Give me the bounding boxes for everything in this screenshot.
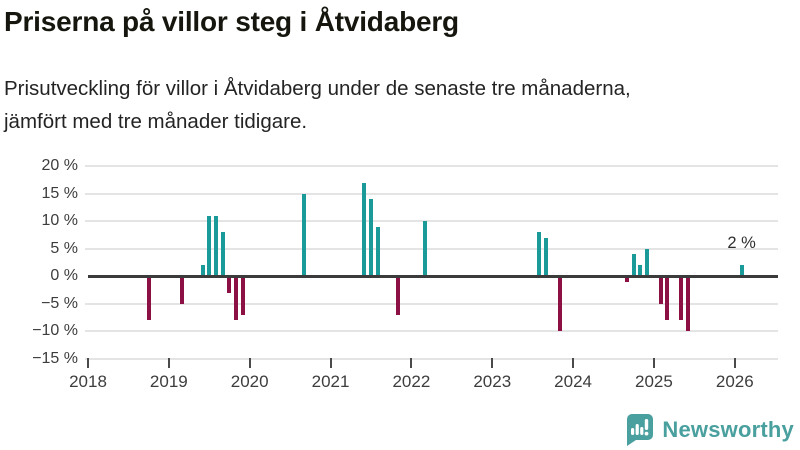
bar-negative [685,276,690,331]
bar-negative [625,276,629,282]
bar-negative [557,276,562,331]
bar-positive [368,199,373,276]
y-axis-tick-label: 0 % [50,267,78,284]
x-axis-year-label: 2021 [311,372,350,391]
x-axis-tick [87,358,89,368]
bar-positive [422,221,427,276]
page-title: Priserna på villor steg i Åtvidaberg [4,6,459,37]
y-gridline [85,165,778,167]
y-axis-tick-label: −5 % [41,294,78,312]
bar-positive [544,237,549,276]
bar-positive [200,265,205,276]
x-axis-tick [410,358,413,368]
y-axis-tick-label: 15 % [41,184,78,202]
bar-positive [631,254,636,276]
zero-axis-line [88,274,778,278]
bar-negative [240,276,245,315]
y-gridline [85,220,778,222]
bar-positive [207,215,212,276]
x-axis-tick [572,358,575,368]
bar-positive [301,193,306,276]
x-axis-year-label: 2022 [392,372,431,391]
latest-value-label: 2 % [727,234,756,252]
bar-positive [739,265,744,276]
bar-negative [227,276,232,293]
bar-positive [375,226,380,276]
y-axis-tick-label: −15 % [32,349,78,367]
y-axis-tick-label: 10 % [41,212,78,229]
x-axis-tick [652,358,655,368]
bar-positive [645,248,650,276]
newsworthy-logo: Newsworthy [624,413,794,446]
y-axis-tick-label: −10 % [32,322,78,339]
chart-subtitle: Prisutveckling för villor i Åtvidaberg u… [4,77,631,133]
bar-positive [362,182,367,276]
x-axis-tick [248,358,251,368]
x-axis-year-label: 2023 [473,372,512,391]
bar-negative [658,276,663,304]
newsworthy-icon [627,414,654,446]
y-gridline [85,247,778,250]
x-axis-year-label: 2026 [715,372,754,391]
bar-negative [180,276,185,304]
x-axis-tick [491,358,494,368]
x-axis-year-label: 2019 [149,372,188,391]
y-axis-tick-label: 5 % [50,239,78,257]
bar-positive [638,265,643,276]
x-axis-year-label: 2020 [230,372,269,391]
x-axis-tick [733,358,736,368]
bar-negative [146,276,151,320]
bar-positive [537,232,542,276]
bar-negative [234,276,239,320]
x-axis-year-label: 2024 [554,372,592,391]
x-axis-year-label: 2025 [635,372,673,391]
bar-negative [395,276,400,315]
x-axis-tick [329,358,332,368]
y-gridline [85,302,778,305]
y-gridline [85,357,778,360]
newsworthy-wordmark: Newsworthy [662,416,794,442]
x-axis-tick [167,358,170,368]
y-gridline [85,330,778,332]
y-axis-tick-label: 20 % [41,157,78,174]
y-gridline [85,192,778,195]
bar-positive [214,215,218,276]
bar-positive [220,232,225,276]
x-axis-year-label: 2018 [69,372,107,391]
bar-negative [665,276,670,320]
bar-negative [678,276,683,320]
